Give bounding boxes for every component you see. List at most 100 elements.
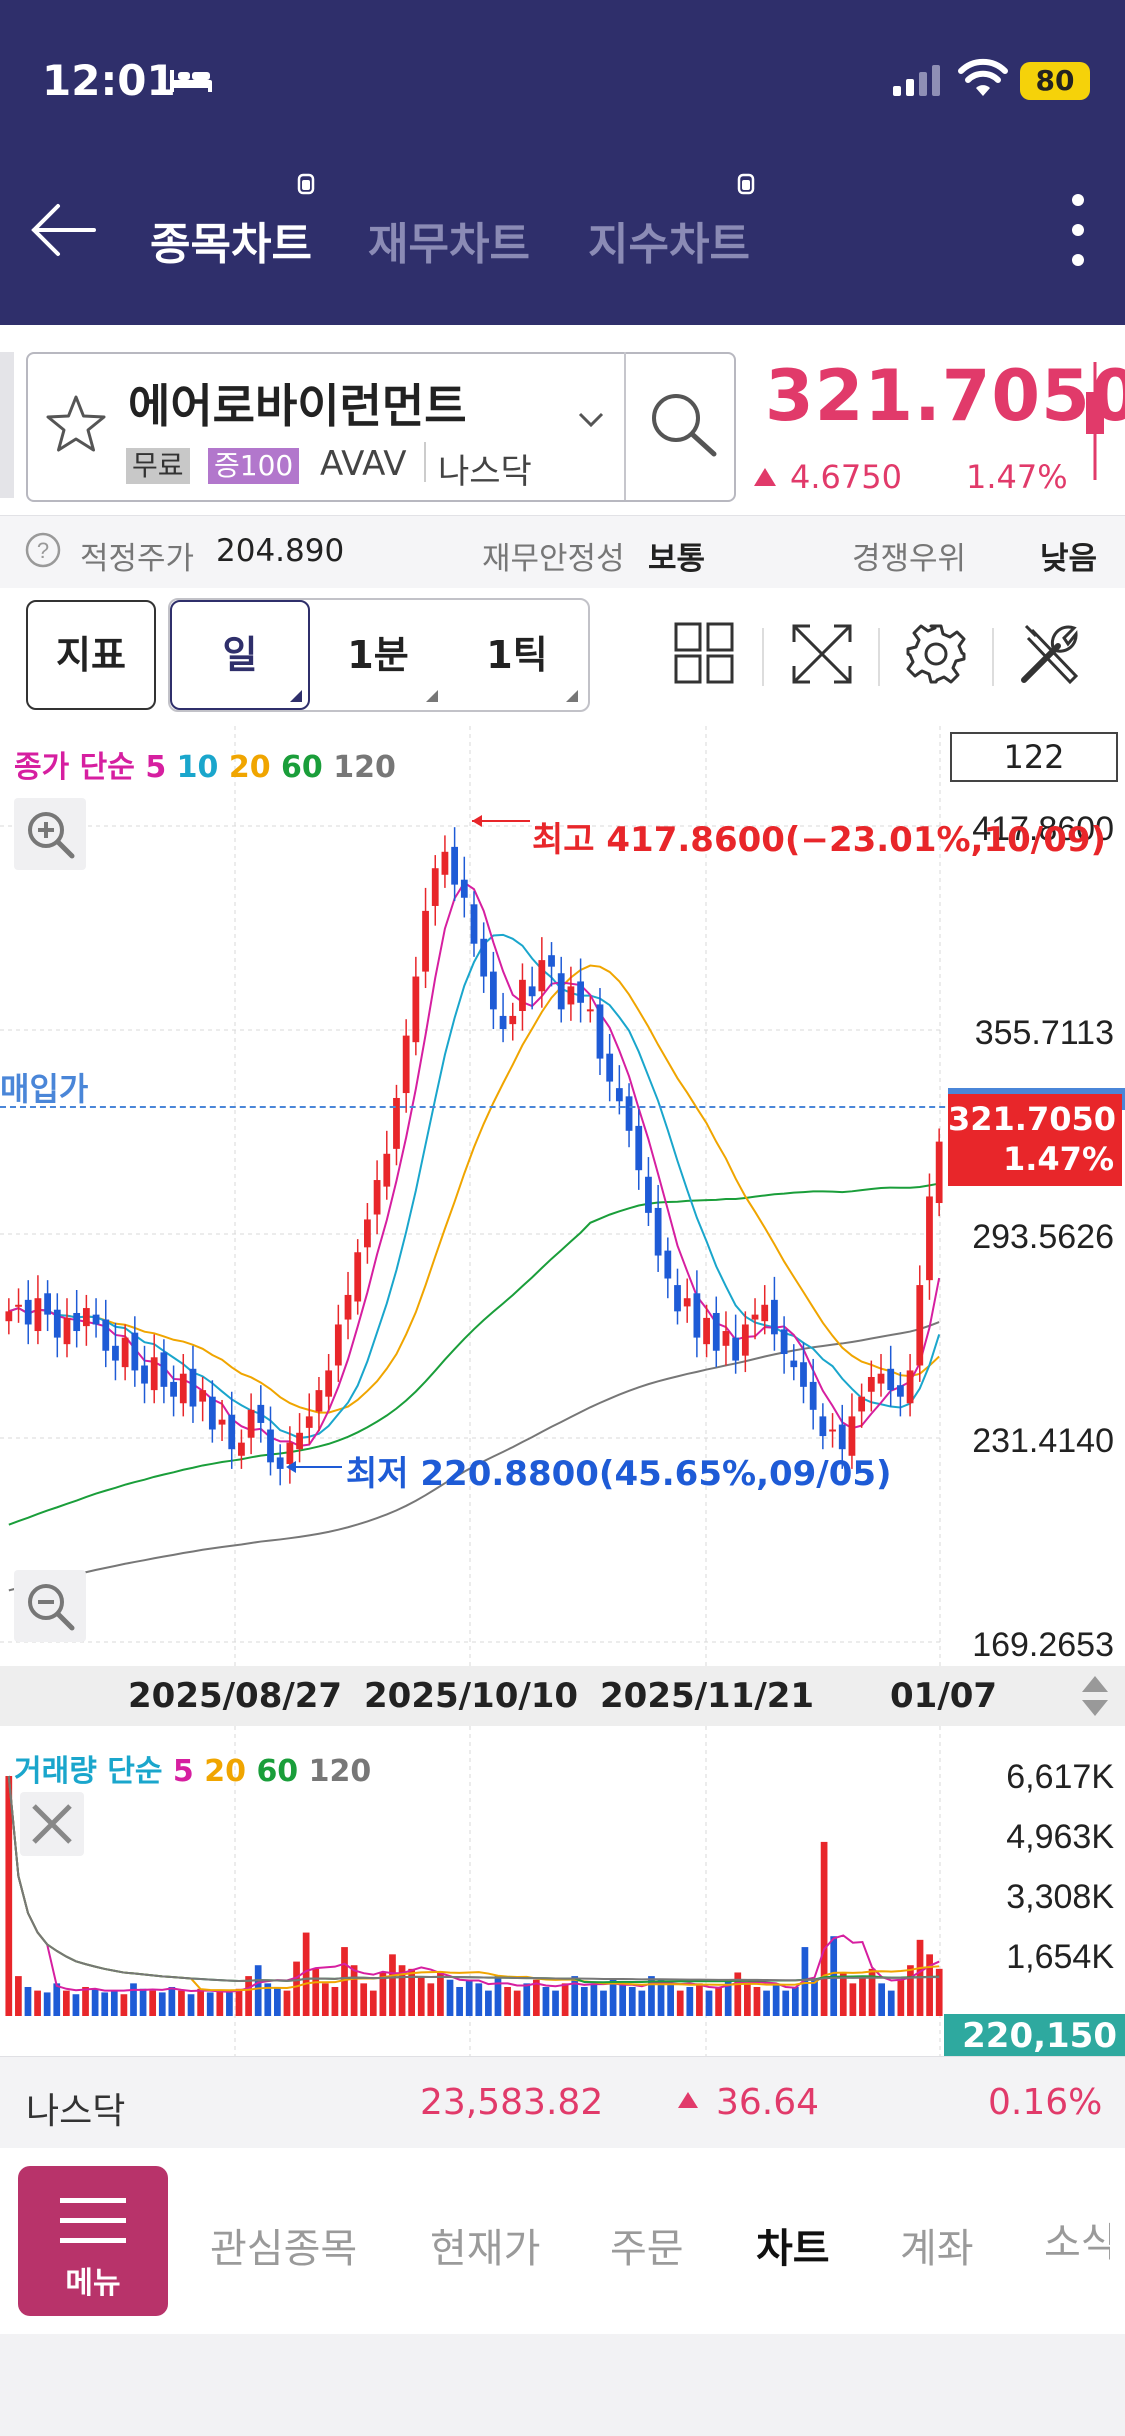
- volume-bar: [245, 1976, 252, 2016]
- candle-body: [402, 1035, 410, 1094]
- tools-icon[interactable]: [1018, 620, 1084, 686]
- price-axis-tick: 355.7113: [975, 1014, 1114, 1052]
- chart-grid: [0, 726, 941, 1666]
- candle-body: [296, 1432, 303, 1450]
- volume-bar: [600, 1990, 607, 2016]
- cellular-signal-icon: [893, 65, 940, 96]
- ma10-line: [8, 933, 941, 1440]
- volume-bar: [254, 1965, 262, 2016]
- fullscreen-icon[interactable]: [790, 622, 854, 686]
- tab-financial-chart[interactable]: 재무차트: [368, 219, 530, 270]
- chevron-down-icon[interactable]: [578, 412, 604, 428]
- volume-bar: [628, 1986, 636, 2016]
- stock-name: 에어로바이런먼트: [128, 379, 467, 433]
- ma20-path: [8, 964, 940, 1414]
- candle-body: [422, 910, 429, 972]
- close-icon[interactable]: [20, 1792, 84, 1856]
- nav-chart[interactable]: 차트: [756, 2226, 830, 2272]
- search-icon[interactable]: [646, 388, 722, 464]
- period-1min-button[interactable]: 1분: [347, 633, 409, 677]
- volume-bar: [302, 1932, 310, 2016]
- volume-chart[interactable]: 6,617K 4,963K 3,308K 1,654K: [0, 1726, 1125, 2056]
- help-icon[interactable]: ?: [24, 531, 62, 569]
- volume-legend-ma20: 20: [204, 1754, 246, 1789]
- zoom-in-icon[interactable]: [14, 798, 86, 870]
- candle-body: [208, 1396, 216, 1430]
- volume-bar: [897, 1979, 905, 2016]
- candle-body: [625, 1096, 633, 1131]
- candle-body: [586, 1009, 594, 1012]
- zoom-out-icon[interactable]: [14, 1570, 86, 1642]
- nav-current-price[interactable]: 현재가: [430, 2226, 541, 2272]
- market-name: 나스닥: [438, 452, 532, 492]
- nav-news[interactable]: 소식: [1044, 2220, 1110, 2266]
- bed-icon: [170, 70, 212, 92]
- tab-stock-chart[interactable]: 종목차트: [150, 219, 312, 270]
- candle-body: [92, 1314, 100, 1325]
- volume-bar: [561, 1983, 569, 2016]
- volume-bar: [811, 1979, 818, 2016]
- period-1tick-button[interactable]: 1틱: [486, 633, 548, 677]
- price-axis-tick: 231.4140: [972, 1422, 1114, 1460]
- current-volume-tag: 220,150: [944, 2014, 1125, 2058]
- indicator-button[interactable]: 지표: [26, 600, 156, 710]
- index-ticker[interactable]: [0, 2056, 1125, 2149]
- grid-layout-icon[interactable]: [674, 622, 734, 684]
- ticker: AVAV: [320, 444, 407, 484]
- volume-bar: [494, 1976, 502, 2016]
- nav-account[interactable]: 계좌: [900, 2226, 974, 2272]
- nav-order[interactable]: 주문: [610, 2226, 684, 2272]
- volume-axis-tick: 3,308K: [1006, 1878, 1114, 1916]
- candle-body: [441, 851, 449, 875]
- volume-bar: [609, 1979, 617, 2016]
- candle-body: [867, 1376, 875, 1392]
- star-icon[interactable]: [44, 392, 108, 456]
- candle-body: [102, 1319, 110, 1351]
- volume-bar: [5, 1776, 13, 2016]
- candle-body: [703, 1317, 710, 1345]
- volume-bar: [542, 1986, 550, 2016]
- volume-bar: [331, 1986, 339, 2016]
- candle-body: [112, 1345, 119, 1361]
- tab-index-chart[interactable]: 지수차트: [588, 219, 750, 270]
- volume-bar: [206, 1992, 214, 2016]
- date-axis[interactable]: [0, 1666, 1125, 1726]
- volume-bar: [926, 1954, 933, 2016]
- volume-bar: [657, 1979, 665, 2016]
- candle-body: [218, 1419, 226, 1425]
- chart-legend[interactable]: 종가 단순 5 10 20 60 120: [14, 742, 396, 786]
- volume-bar: [360, 1983, 368, 2016]
- candle-body: [838, 1424, 846, 1450]
- volume-bar: [724, 1979, 732, 2016]
- volume-bar: [437, 1972, 444, 2016]
- candle-body: [935, 1141, 943, 1204]
- menu-label: 메뉴: [65, 2266, 121, 2301]
- price-chart[interactable]: 417.8600 355.7113 293.5626 231.4140 169.2653: [0, 726, 1125, 1666]
- legend-ma60: 60: [281, 750, 323, 785]
- back-arrow-icon[interactable]: [28, 200, 98, 260]
- corner-triangle-icon: [426, 690, 438, 702]
- volume-axis-tick: 6,617K: [1006, 1758, 1114, 1796]
- resize-arrows-icon[interactable]: [1080, 1674, 1110, 1718]
- fair-price-value: 204.890: [216, 533, 345, 569]
- candle-body: [780, 1329, 788, 1355]
- svg-text:?: ?: [37, 538, 49, 563]
- volume-legend[interactable]: 거래량 단순 5 20 60 120: [14, 1746, 371, 1790]
- nav-watchlist[interactable]: 관심종목: [210, 2226, 358, 2272]
- gear-icon[interactable]: [904, 622, 968, 686]
- more-menu-icon[interactable]: [1072, 194, 1084, 284]
- divider: [424, 442, 426, 482]
- candle-body: [635, 1125, 643, 1171]
- period-count-box[interactable]: 122: [950, 732, 1118, 782]
- volume-bar: [312, 1968, 320, 2016]
- current-price-tag-rate: 1.47%: [1002, 1140, 1114, 1178]
- period-day-button[interactable]: 일: [170, 600, 310, 710]
- nav-news-clip: 소식: [1044, 2210, 1110, 2266]
- price-axis-tick: 293.5626: [972, 1218, 1114, 1256]
- fair-price-label: 적정주가: [80, 541, 195, 577]
- candles: [5, 827, 943, 1486]
- price-change: 4.6750: [790, 458, 902, 496]
- current-price: 321.7050: [765, 355, 1125, 437]
- volume-bar: [820, 1841, 828, 2016]
- menu-button[interactable]: 메뉴: [18, 2166, 168, 2316]
